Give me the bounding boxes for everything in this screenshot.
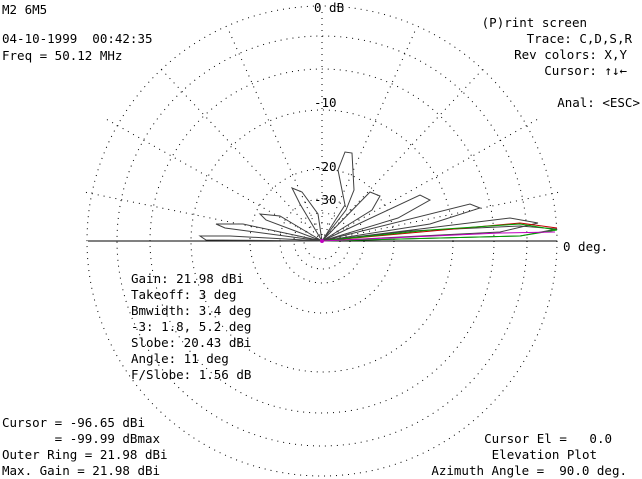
ring-label-minus20: -20	[314, 159, 337, 174]
azimuth-angle: Azimuth Angle = 90.0 deg.	[431, 463, 627, 478]
ring-label-minus10: -10	[314, 95, 337, 110]
cursor-dbmax: = -99.99 dBmax	[2, 431, 161, 446]
stat-angle: Angle: 11 deg	[131, 351, 229, 366]
max-gain-value: Max. Gain = 21.98 dBi	[2, 463, 161, 478]
stat-minus3: -3: 1.8, 5.2 deg	[131, 319, 252, 334]
cursor-option[interactable]: Cursor: ↑↓←	[544, 63, 627, 78]
rev-colors-option[interactable]: Rev colors: X,Y	[514, 47, 627, 62]
top-db-label: 0 dB	[314, 0, 345, 15]
stat-takeoff: Takeoff: 3 deg	[131, 287, 237, 302]
stat-slobe: Slobe: 20.43 dBi	[131, 335, 252, 350]
plot-type-label: Elevation Plot	[491, 447, 597, 462]
cursor-dbi: Cursor = -96.65 dBi	[2, 415, 145, 430]
trace-magenta	[321, 231, 556, 242]
print-screen-option[interactable]: (P)rint screen	[481, 15, 587, 30]
datetime: 04-10-1999 00:42:35	[2, 31, 153, 46]
trace-option[interactable]: Trace: C,D,S,R	[526, 31, 632, 46]
anal-option[interactable]: Anal: <ESC>	[557, 95, 640, 110]
cursor-marker	[320, 239, 324, 243]
outer-ring-value: Outer Ring = 21.98 dBi	[2, 447, 168, 462]
trace-green	[321, 223, 558, 242]
pattern-trace	[198, 151, 558, 242]
cursor-elevation: Cursor El = 0.0	[484, 431, 612, 446]
grid-spokes	[83, 10, 561, 242]
zero-deg-label: 0 deg.	[563, 239, 609, 254]
stat-fslobe: F/Slobe: 1.56 dB	[131, 367, 252, 382]
model-label: M2 6M5	[2, 2, 48, 17]
trace-red	[321, 222, 558, 242]
frequency: Freq = 50.12 MHz	[2, 48, 123, 63]
ring-label-minus30: -30	[314, 192, 337, 207]
stat-bmwidth: Bmwidth: 3.4 deg	[131, 303, 252, 318]
stat-gain: Gain: 21.98 dBi	[131, 271, 244, 286]
